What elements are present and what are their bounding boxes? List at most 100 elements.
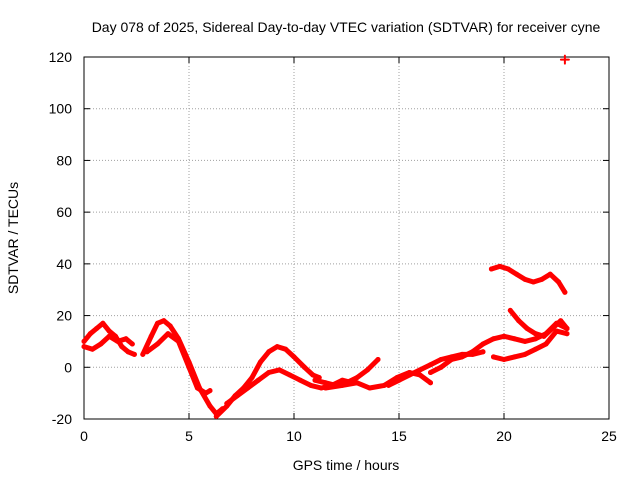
- data-point: [98, 341, 104, 347]
- data-point: [339, 382, 345, 388]
- ticks: 0 5 10 15 20 25 -20 0 20 40 60 80 100 120: [49, 49, 617, 444]
- data-point: [417, 372, 423, 378]
- x-tick-label: 5: [185, 428, 193, 444]
- data-point: [556, 279, 562, 285]
- data-point: [367, 385, 373, 391]
- data-point: [501, 357, 507, 362]
- data-point: [283, 346, 289, 352]
- data-point: [245, 385, 251, 391]
- data-point: [488, 266, 494, 272]
- data-point: [386, 382, 391, 388]
- y-tick-label: 60: [56, 204, 72, 220]
- data-point: [459, 354, 465, 360]
- data-point: [470, 349, 475, 355]
- y-axis-label: SDTVAR / TECUs: [5, 182, 21, 294]
- data-point: [186, 364, 192, 370]
- data-point: [438, 364, 444, 370]
- data-point: [562, 289, 568, 295]
- y-tick-label: 20: [56, 308, 72, 324]
- data-point: [207, 388, 213, 394]
- data-point: [417, 367, 423, 373]
- data-point: [543, 341, 549, 347]
- data-point: [558, 318, 564, 324]
- data-point: [365, 367, 370, 373]
- x-tick-label: 10: [286, 428, 302, 444]
- data-point: [207, 403, 213, 409]
- data-point: [480, 341, 486, 347]
- data-point: [480, 349, 486, 355]
- data-point: [516, 318, 522, 324]
- data-point: [438, 357, 444, 362]
- data-point: [533, 331, 538, 337]
- data-point: [491, 354, 496, 360]
- data-point: [564, 326, 570, 331]
- data-point: [541, 333, 547, 339]
- data-point: [291, 354, 297, 360]
- data-point: [323, 385, 328, 391]
- data-point: [234, 393, 240, 399]
- data-point: [522, 351, 528, 357]
- data-point: [512, 354, 517, 360]
- data-point: [203, 390, 209, 396]
- data-point: [140, 351, 146, 357]
- x-axis-label: GPS time / hours: [293, 457, 400, 473]
- data-point: [297, 377, 303, 383]
- data-point: [81, 344, 87, 350]
- data-point: [119, 344, 125, 350]
- data-point: [381, 382, 387, 388]
- data-series: [81, 54, 570, 419]
- y-tick-label: 120: [49, 49, 73, 65]
- data-point: [89, 346, 95, 352]
- data-point: [155, 320, 160, 326]
- data-point: [131, 351, 137, 357]
- data-point: [106, 328, 112, 334]
- y-tick-label: 100: [49, 101, 73, 117]
- data-point: [375, 357, 381, 362]
- data-point: [274, 344, 280, 350]
- data-point: [161, 318, 167, 324]
- data-point: [497, 263, 503, 269]
- data-point: [354, 375, 360, 381]
- data-point: [318, 385, 324, 391]
- x-tick-label: 0: [80, 428, 88, 444]
- plot-frame: [83, 56, 610, 420]
- data-point: [255, 377, 261, 383]
- data-point: [522, 338, 528, 344]
- data-point: [167, 323, 173, 329]
- data-point: [100, 320, 106, 326]
- grid: [84, 57, 609, 419]
- data-point: [554, 328, 559, 334]
- data-point: [276, 367, 282, 373]
- y-tick-label: 0: [64, 359, 72, 375]
- data-point: [266, 370, 272, 375]
- data-point: [323, 380, 328, 386]
- data-point: [428, 380, 433, 386]
- data-point: [428, 362, 433, 368]
- x-tick-label: 25: [601, 428, 617, 444]
- data-point: [547, 271, 553, 277]
- data-point: [213, 413, 219, 419]
- y-tick-label: 40: [56, 256, 72, 272]
- data-point: [249, 375, 255, 381]
- data-point: [396, 377, 402, 383]
- x-tick-label: 15: [391, 428, 407, 444]
- data-point: [514, 271, 520, 277]
- data-point: [308, 382, 314, 388]
- data-point: [302, 364, 307, 370]
- data-point: [428, 370, 433, 375]
- data-point: [94, 326, 100, 331]
- series-track-m: [488, 263, 568, 295]
- data-point: [491, 336, 496, 342]
- data-point: [354, 380, 360, 386]
- data-point: [106, 333, 112, 339]
- data-point: [129, 341, 135, 347]
- data-point: [524, 326, 530, 331]
- data-point: [501, 333, 507, 339]
- data-point: [266, 349, 272, 355]
- data-point: [505, 266, 511, 272]
- data-point: [224, 401, 230, 406]
- data-point: [125, 349, 131, 355]
- data-point: [507, 307, 513, 313]
- data-point: [312, 377, 318, 383]
